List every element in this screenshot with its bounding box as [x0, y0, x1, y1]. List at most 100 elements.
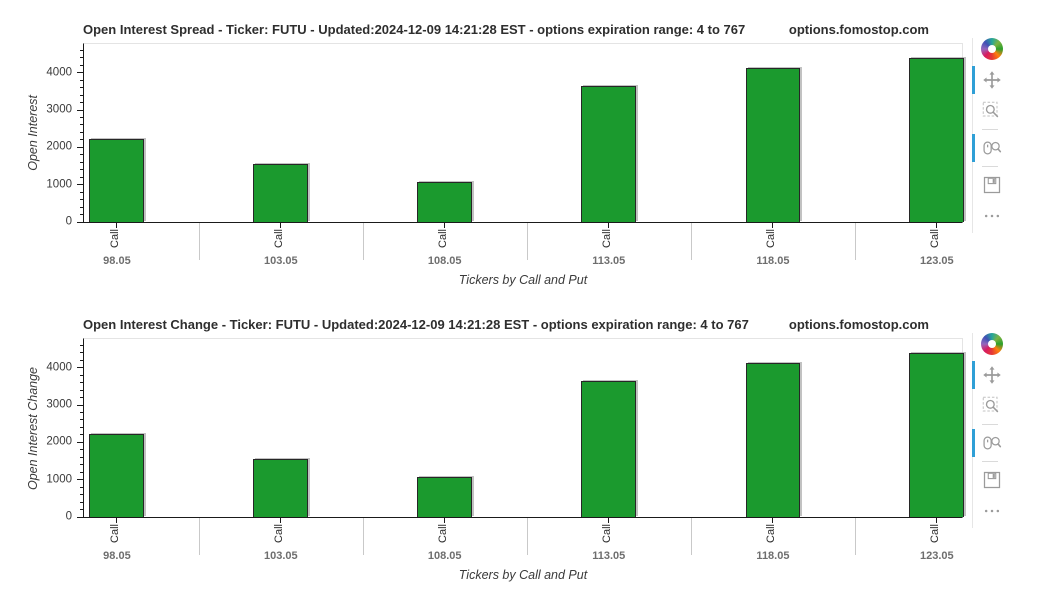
y-tick-label: 3000: [46, 398, 72, 411]
group-separator: [362, 518, 364, 555]
bokeh-toolbar: [972, 333, 1011, 528]
x-group-label: 123.05: [919, 255, 954, 267]
x-tick-label-call: Call: [764, 229, 777, 248]
y-minor-tick: [80, 191, 84, 193]
y-major-tick: [77, 221, 84, 223]
bar-113.05: [581, 85, 637, 222]
group-separator: [690, 223, 692, 260]
bar-113.05: [581, 380, 637, 517]
y-minor-tick: [80, 382, 84, 384]
save-icon[interactable]: [981, 174, 1003, 196]
x-tick: [772, 517, 774, 523]
x-axis-label: Tickers by Call and Put: [458, 273, 588, 287]
x-group-label: 103.05: [264, 550, 298, 562]
y-minor-tick: [80, 169, 84, 171]
x-tick: [116, 517, 118, 523]
more-options-icon[interactable]: [981, 500, 1003, 522]
x-tick-label-call: Call: [272, 524, 285, 543]
y-minor-tick: [80, 139, 84, 141]
wheel-zoom-icon[interactable]: [972, 429, 1003, 457]
y-minor-tick: [80, 434, 84, 436]
x-group-label: 123.05: [919, 550, 954, 562]
y-minor-tick: [80, 176, 84, 178]
x-axis-label: Tickers by Call and Put: [458, 568, 588, 582]
x-tick: [608, 517, 610, 523]
plot-area[interactable]: 0 1000 2000 3000 4000 Call 98.05 Call 103.05 Call…: [46, 338, 965, 562]
y-minor-tick: [80, 419, 84, 421]
y-tick-label: 4000: [46, 360, 72, 373]
group-separator: [362, 223, 364, 260]
y-minor-tick: [80, 412, 84, 413]
x-tick-label-call: Call: [928, 229, 941, 248]
x-group-label: 98.05: [103, 550, 131, 562]
bokeh-logo[interactable]: [981, 333, 1003, 355]
group-separator: [526, 518, 528, 555]
x-tick-label-call: Call: [764, 524, 777, 543]
watermark-text: options.fomostop.com: [788, 317, 929, 332]
x-group-label: 108.05: [427, 255, 462, 267]
y-minor-tick: [80, 79, 84, 81]
y-tick-label: 2000: [46, 140, 72, 153]
y-minor-tick: [80, 486, 84, 488]
bar-123.05: [909, 57, 965, 222]
wheel-zoom-icon[interactable]: [972, 134, 1003, 162]
y-minor-tick: [80, 374, 84, 376]
plot-area[interactable]: 0 1000 2000 3000 4000 Call 98.05 Call 103.05 Call…: [46, 43, 965, 267]
chart-title-row: Open Interest Change - Ticker: FUTU - Up…: [83, 317, 963, 332]
bokeh-logo[interactable]: [981, 38, 1003, 60]
box-zoom-icon[interactable]: [981, 100, 1003, 122]
box-zoom-icon[interactable]: [981, 395, 1003, 417]
y-major-tick: [77, 109, 84, 111]
toolbar-divider: [982, 129, 998, 130]
y-minor-tick: [80, 389, 84, 391]
y-minor-tick: [80, 94, 84, 96]
bar-108.05: [417, 476, 473, 517]
y-tick-label: 4000: [46, 65, 72, 78]
y-minor-tick: [80, 124, 84, 126]
x-tick-label-call: Call: [600, 229, 613, 248]
pan-icon[interactable]: [972, 66, 1003, 94]
x-tick-label-call: Call: [272, 229, 285, 248]
y-minor-tick: [80, 154, 84, 156]
y-minor-tick: [80, 464, 84, 466]
y-minor-tick: [80, 102, 84, 104]
x-group-label: 103.05: [264, 255, 298, 267]
y-minor-tick: [80, 449, 84, 451]
group-separator: [526, 223, 528, 260]
bar-98.05: [89, 139, 145, 222]
chart-title: Open Interest Change - Ticker: FUTU - Up…: [83, 317, 749, 332]
y-major-tick: [77, 404, 84, 406]
x-tick-label-call: Call: [108, 524, 121, 543]
toolbar-divider: [982, 166, 998, 167]
x-group-label: 118.05: [756, 255, 790, 267]
x-group-label: 98.05: [103, 255, 131, 267]
group-separator: [199, 518, 201, 555]
pan-icon[interactable]: [972, 361, 1003, 389]
x-tick-label-call: Call: [108, 229, 121, 248]
y-tick-label: 0: [65, 215, 72, 228]
save-icon[interactable]: [981, 469, 1003, 491]
y-minor-tick: [80, 214, 84, 216]
more-options-icon[interactable]: [981, 205, 1003, 227]
x-tick: [936, 517, 938, 523]
y-major-tick: [77, 367, 84, 369]
y-tick-label: 1000: [46, 472, 72, 485]
x-group-label: 118.05: [756, 550, 790, 562]
y-minor-tick: [80, 87, 84, 89]
y-minor-tick: [80, 352, 84, 354]
x-tick: [280, 222, 282, 228]
y-minor-tick: [80, 471, 84, 473]
y-minor-tick: [80, 456, 84, 458]
bar-108.05: [417, 181, 473, 222]
y-major-tick: [77, 479, 84, 481]
y-minor-tick: [80, 49, 84, 51]
y-tick-label: 2000: [46, 435, 72, 448]
y-major-tick: [77, 516, 84, 518]
y-axis-label: Open Interest Change: [26, 366, 40, 490]
y-minor-tick: [80, 117, 84, 118]
x-tick: [936, 222, 938, 228]
x-group-label: 113.05: [592, 550, 626, 562]
y-major-tick: [77, 72, 84, 74]
y-tick-label: 0: [65, 510, 72, 523]
x-tick: [608, 222, 610, 228]
